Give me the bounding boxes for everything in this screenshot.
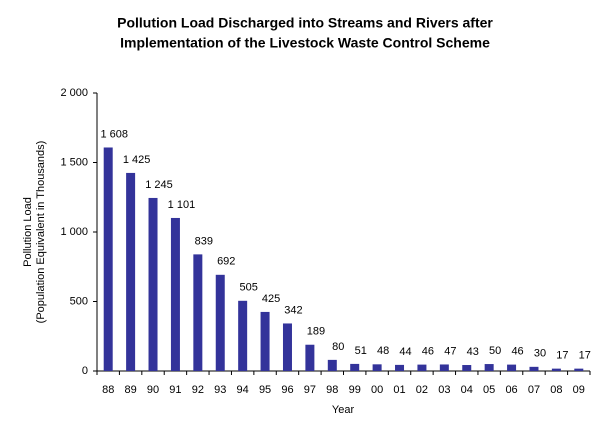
x-tick-label: 96 <box>281 384 293 396</box>
bar <box>103 147 113 371</box>
x-tick-label: 91 <box>169 384 181 396</box>
value-label: 50 <box>489 345 501 357</box>
bar <box>484 364 494 371</box>
x-tick-label: 00 <box>371 384 383 396</box>
bar <box>350 363 360 371</box>
value-label: 51 <box>355 345 367 357</box>
y-tick-label: 1 000 <box>60 226 88 238</box>
bar <box>193 254 203 371</box>
x-axis-label: Year <box>332 404 355 416</box>
value-label: 47 <box>444 345 456 357</box>
bar <box>126 172 136 371</box>
x-tick-label: 07 <box>528 384 540 396</box>
bar <box>529 366 539 371</box>
bar <box>372 364 382 371</box>
value-label: 30 <box>534 348 546 360</box>
value-label: 17 <box>556 350 568 362</box>
x-tick-label: 93 <box>214 384 226 396</box>
bar <box>507 364 517 371</box>
value-label: 46 <box>422 346 434 358</box>
value-label: 43 <box>467 346 479 358</box>
bar <box>282 323 292 371</box>
value-label: 1 245 <box>145 179 173 191</box>
y-axis-label: (Population Equivalent in Thousands) <box>35 141 47 324</box>
value-label: 48 <box>377 345 389 357</box>
x-tick-label: 05 <box>483 384 495 396</box>
y-tick-label: 1 500 <box>60 156 88 168</box>
x-tick-label: 99 <box>349 384 361 396</box>
x-tick-label: 98 <box>326 384 338 396</box>
chart-title: Pollution Load Discharged into Streams a… <box>117 15 493 31</box>
bar <box>148 197 158 371</box>
chart-title: Implementation of the Livestock Waste Co… <box>120 35 490 51</box>
x-tick-label: 06 <box>505 384 517 396</box>
value-label: 46 <box>511 346 523 358</box>
x-tick-label: 90 <box>147 384 159 396</box>
x-tick-label: 89 <box>124 384 136 396</box>
value-label: 80 <box>332 341 344 353</box>
bar <box>170 217 180 371</box>
value-label: 1 101 <box>168 199 196 211</box>
bar <box>574 368 584 371</box>
bar <box>215 274 225 371</box>
bar <box>238 300 248 371</box>
bar <box>417 364 427 371</box>
x-tick-label: 04 <box>461 384 473 396</box>
x-tick-label: 02 <box>416 384 428 396</box>
x-tick-label: 09 <box>573 384 585 396</box>
x-tick-label: 03 <box>438 384 450 396</box>
bar <box>327 359 337 371</box>
value-label: 839 <box>195 235 213 247</box>
x-tick-label: 97 <box>304 384 316 396</box>
bar <box>439 364 449 371</box>
y-tick-label: 500 <box>70 295 88 307</box>
bar <box>395 364 405 371</box>
bar <box>462 365 472 371</box>
value-label: 425 <box>262 293 280 305</box>
x-tick-label: 94 <box>237 384 249 396</box>
value-label: 342 <box>284 304 302 316</box>
value-label: 44 <box>399 346 411 358</box>
bar <box>305 344 315 371</box>
x-tick-label: 95 <box>259 384 271 396</box>
x-tick-label: 88 <box>102 384 114 396</box>
value-label: 17 <box>579 350 591 362</box>
value-label: 1 425 <box>123 154 151 166</box>
x-tick-label: 08 <box>550 384 562 396</box>
bar <box>551 368 561 371</box>
y-tick-label: 2 000 <box>60 87 88 99</box>
bar <box>260 311 270 371</box>
y-tick-label: 0 <box>82 365 88 377</box>
value-label: 1 608 <box>100 128 128 140</box>
value-label: 505 <box>239 282 257 294</box>
value-label: 692 <box>217 256 235 268</box>
value-label: 189 <box>307 326 325 338</box>
x-tick-label: 01 <box>393 384 405 396</box>
x-tick-label: 92 <box>192 384 204 396</box>
y-axis-label: Pollution Load <box>22 197 34 267</box>
